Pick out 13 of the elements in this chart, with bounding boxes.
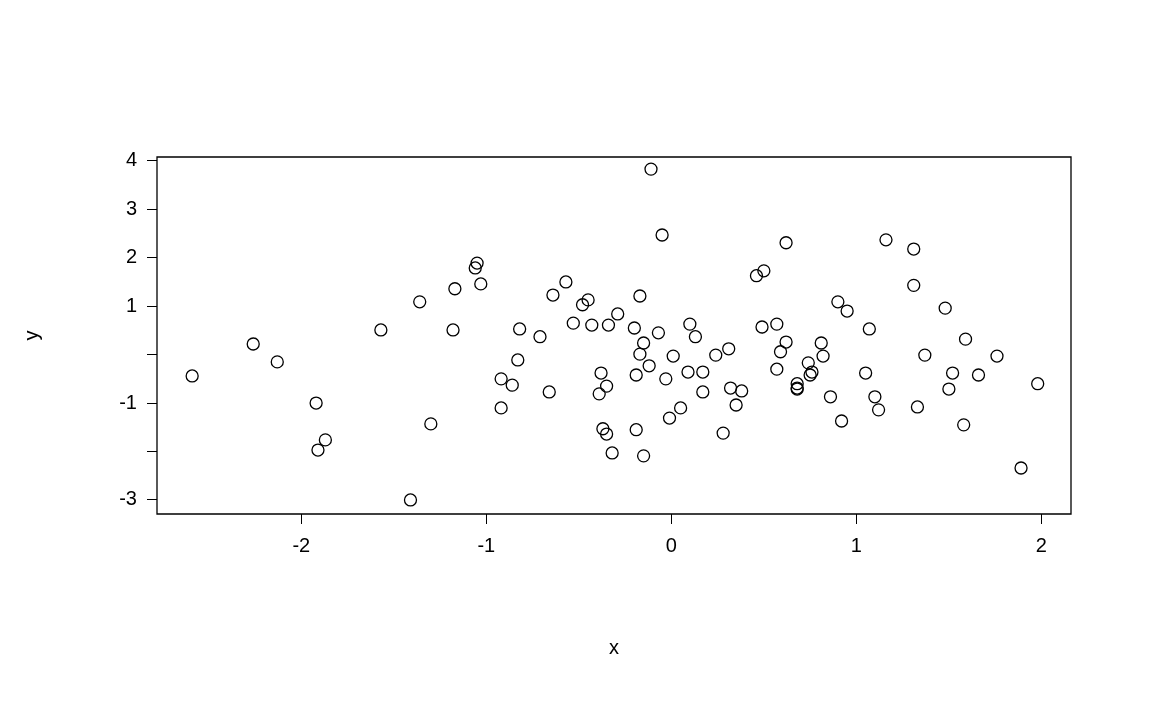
x-tick-label: 2 xyxy=(1035,533,1047,556)
y-axis-title: y xyxy=(19,330,42,341)
x-axis-title: x xyxy=(609,635,619,658)
x-tick-label: 1 xyxy=(850,533,862,556)
y-tick-label: -1 xyxy=(119,390,137,413)
y-tick-label: 4 xyxy=(125,148,137,171)
x-tick-label: -1 xyxy=(477,533,496,556)
y-tick-label: -3 xyxy=(119,487,137,510)
x-tick-label: -2 xyxy=(292,533,311,556)
y-tick-label: 1 xyxy=(125,293,137,316)
y-tick-label: 2 xyxy=(125,245,137,268)
x-tick-label: 0 xyxy=(665,533,677,556)
y-tick-label: 3 xyxy=(125,196,137,219)
